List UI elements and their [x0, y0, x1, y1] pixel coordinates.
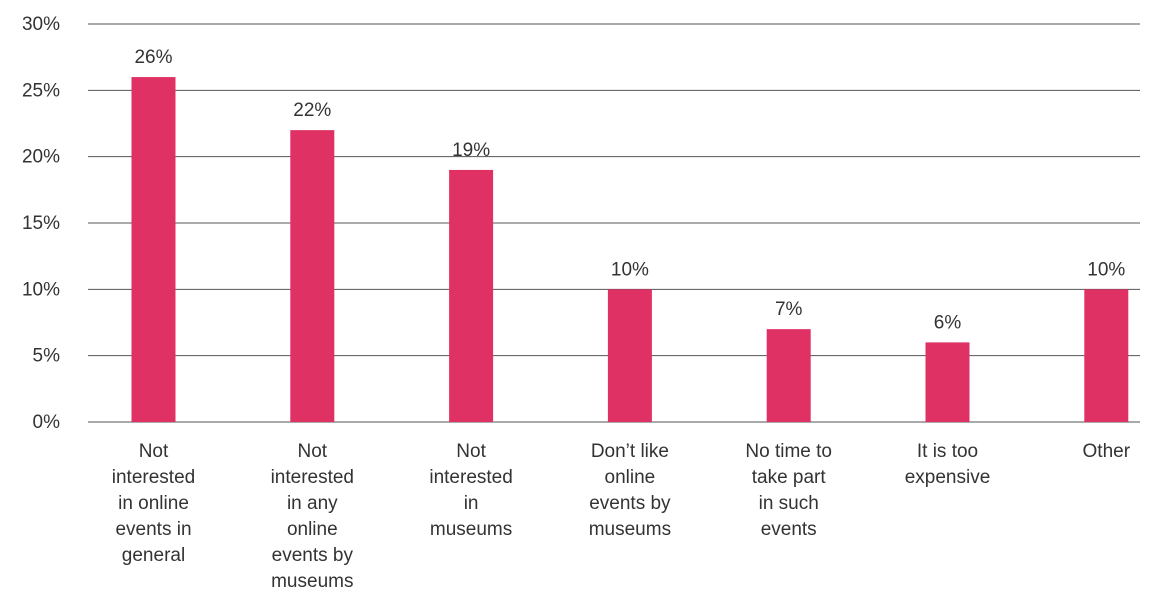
category-label-line: in online [118, 493, 189, 514]
bar [925, 342, 970, 422]
y-tick-label: 5% [33, 346, 61, 367]
category-label-line: It is too [917, 441, 978, 462]
bar [290, 130, 335, 422]
y-tick-label: 30% [22, 14, 60, 35]
category-label-line: events [761, 519, 817, 540]
category-label-line: in [464, 493, 479, 514]
category-label-line: take part [752, 467, 827, 488]
category-label-line: expensive [905, 467, 991, 488]
category-label-line: in any [287, 493, 338, 514]
y-tick-label: 25% [22, 80, 60, 101]
category-labels: Not interested in online events in generalNo… [112, 441, 1131, 589]
category-label-line: interested [429, 467, 512, 488]
category-label-line: in such [759, 493, 819, 514]
category-label: It is too expensive [905, 441, 991, 488]
data-label: 10% [1087, 259, 1125, 280]
y-tick-label: 20% [22, 147, 60, 168]
data-label: 26% [134, 47, 172, 68]
y-axis-ticks: 0% 5% 10% 15% 20% 25% 30% [22, 14, 60, 433]
category-label-line: museums [430, 519, 512, 540]
bars [131, 77, 1129, 423]
category-label-line: No time to [745, 441, 832, 462]
data-labels: 26% 22% 19% 10% 7% 6% 10% [134, 47, 1125, 333]
data-label: 22% [293, 100, 331, 121]
y-tick-label: 0% [33, 412, 61, 433]
bar [607, 289, 652, 422]
category-label-line: interested [112, 467, 195, 488]
category-label-line: events by [589, 493, 671, 514]
category-label: No time to take part in such events [745, 441, 832, 540]
bar [766, 329, 811, 422]
category-label-line: museums [271, 571, 353, 589]
bar [449, 169, 494, 422]
data-label: 7% [775, 299, 803, 320]
category-label-line: museums [589, 519, 671, 540]
category-label-line: online [287, 519, 338, 540]
category-label-line: Not [456, 441, 486, 462]
category-label: Not interested in any online events by museum… [271, 441, 354, 589]
category-label-line: Don’t like [591, 441, 669, 462]
category-label-line: general [122, 545, 185, 566]
bar [131, 77, 176, 423]
category-label-line: online [605, 467, 656, 488]
y-tick-label: 15% [22, 213, 60, 234]
category-label-line: Not [139, 441, 169, 462]
y-tick-label: 10% [22, 279, 60, 300]
data-label: 10% [611, 259, 649, 280]
category-label: Not interested in museums [429, 441, 512, 540]
category-label-line: interested [271, 467, 354, 488]
category-label-line: events by [272, 545, 354, 566]
category-label-line: Not [298, 441, 328, 462]
category-label: Not interested in online events in general [112, 441, 195, 566]
bar [1084, 289, 1129, 422]
category-label-line: events in [115, 519, 191, 540]
category-label: Don’t like online events by museums [589, 441, 671, 540]
data-label: 19% [452, 140, 490, 161]
category-label-line: Other [1083, 441, 1131, 462]
data-label: 6% [934, 312, 962, 333]
category-label: Other [1083, 441, 1131, 462]
